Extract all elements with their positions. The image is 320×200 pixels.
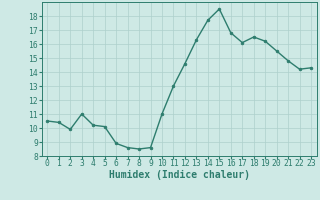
X-axis label: Humidex (Indice chaleur): Humidex (Indice chaleur) (109, 170, 250, 180)
